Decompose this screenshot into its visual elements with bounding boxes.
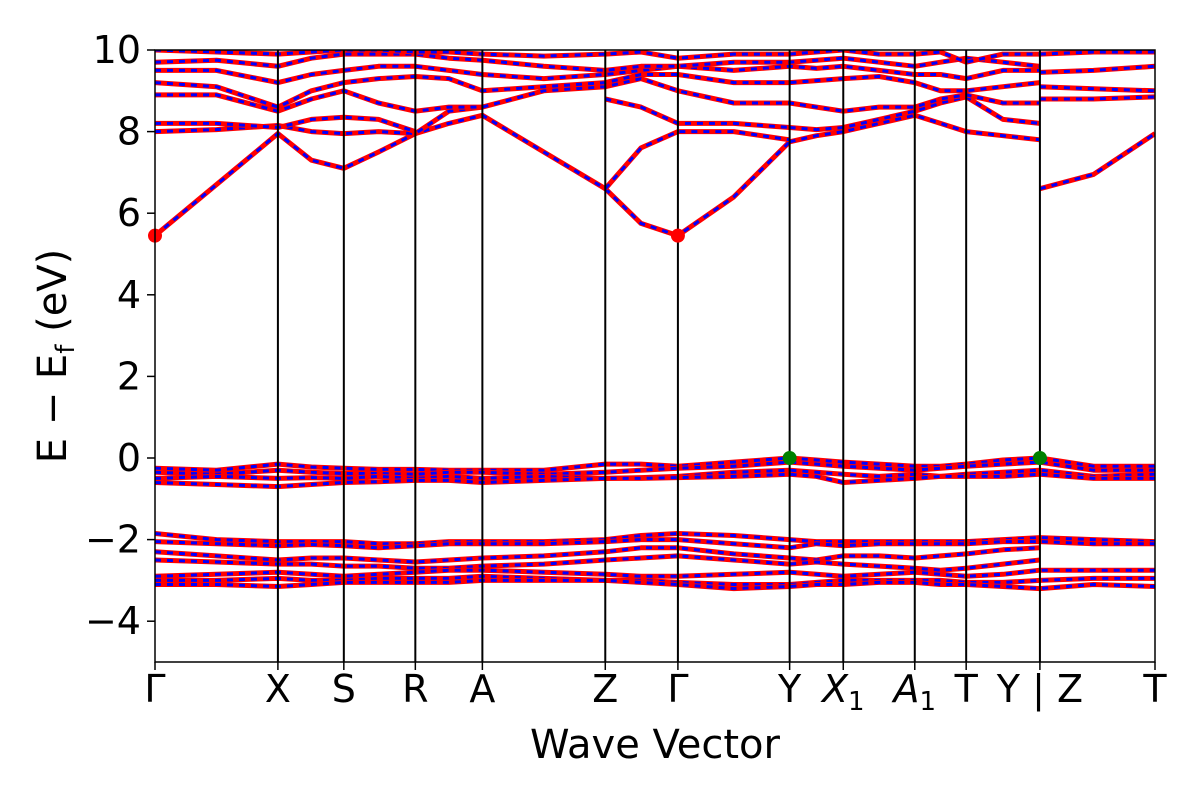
band-line-blue [155,73,1041,109]
x-tick-label: Γ [144,667,165,711]
x-tick-label: A [469,667,495,711]
band-line-blue [1039,85,1155,93]
kpoint-lines-layer [276,50,1041,662]
vbm-marker [782,451,797,465]
y-axis: −4 −2 0 2 4 6 8 10 [85,28,155,643]
band-line-blue [155,77,1040,113]
x-tick-label: T [954,667,979,711]
band-line-blue [155,105,483,136]
y-tick-label: 0 [117,436,141,480]
cbm-marker [670,228,685,243]
y-tick-label: 10 [93,28,141,72]
band-line-blue [155,546,1040,564]
band-line-red [1039,131,1155,192]
y-tick-label: 6 [117,191,141,235]
x-tick-label: S [332,667,356,711]
band-line-blue [155,52,1041,72]
y-tick-label: 4 [117,273,141,317]
band-line-blue [1039,50,1155,56]
plot-frame [154,49,1156,663]
bands-layer [155,50,1155,592]
x-tick-label: Y | Z [996,667,1083,712]
x-tick-label: X1 [820,667,865,717]
band-line-red [155,567,1155,579]
y-axis-label-sub: f [51,344,81,354]
band-line-red [603,129,790,191]
band-line-blue [1039,132,1155,191]
band-line-blue [155,50,1040,64]
band-line-blue [155,554,1041,572]
band-line-blue [155,64,1040,85]
band-line-blue [155,113,607,237]
band-line-blue [604,130,790,190]
band-line-blue [1039,95,1155,101]
x-tick-label: X [265,667,291,711]
y-axis-label-main: E − E [30,354,76,464]
band-line-red [155,50,1040,65]
y-tick-label: −4 [85,599,141,643]
x-axis-label: Wave Vector [530,722,781,768]
band-line-blue [789,113,1041,144]
y-tick-label: 2 [117,354,141,398]
markers-layer [148,228,1047,465]
x-tick-label: Γ [667,667,688,711]
y-tick-label: −2 [85,518,141,562]
band-line-blue [155,115,416,134]
y-tick-label: 8 [117,110,141,154]
x-tick-label: Z [592,667,618,711]
vbm-marker [1032,451,1047,465]
x-axis: Γ X S R A Z Γ Y X1 A1 T Y | Z T [144,662,1167,717]
x-tick-label: R [402,667,428,711]
x-tick-label: T [1142,667,1167,711]
y-axis-label-unit: (eV) [30,249,76,345]
x-tick-label: A1 [891,667,937,717]
band-line-blue [1039,64,1155,74]
x-tick-label: Y [777,667,802,711]
band-line-blue [789,95,1041,132]
y-axis-label: E − Ef (eV) [30,249,81,464]
